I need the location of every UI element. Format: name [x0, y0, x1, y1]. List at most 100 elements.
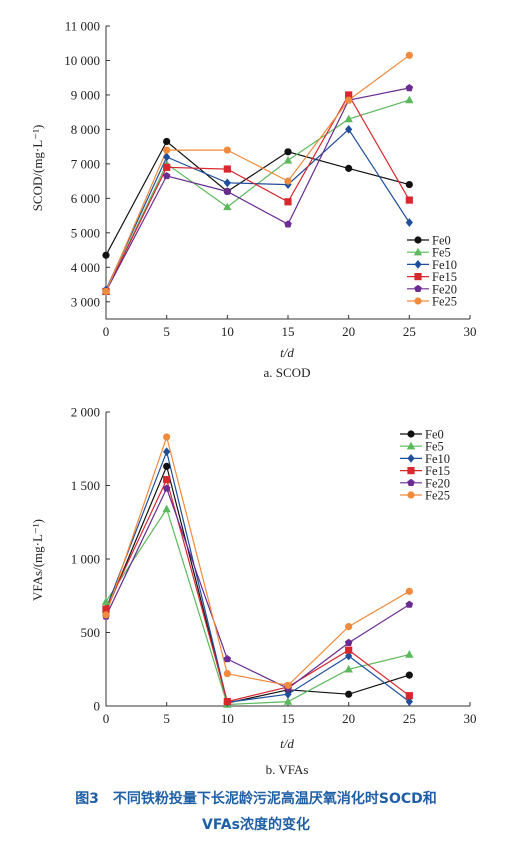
- scod-xtick-label: 5: [163, 324, 170, 339]
- figure-caption: 图3 不同铁粉投量下长泥龄污泥高温厌氧消化时SOCD和 VFAs浓度的变化: [0, 786, 512, 838]
- scod-point-fe25: [102, 287, 110, 296]
- scod-point-fe10: [163, 152, 171, 162]
- scod-point-fe15: [405, 196, 413, 204]
- scod-point-fe25: [405, 51, 413, 59]
- scod-point-fe10: [345, 125, 353, 134]
- vfas-point-fe15: [345, 646, 353, 654]
- vfas-xtick-label: 0: [103, 711, 110, 726]
- scod-series-line-fe15: [105, 93, 410, 292]
- scod-xtick-label: 0: [103, 324, 110, 339]
- scod-point-fe25: [223, 146, 231, 154]
- vfas-series-line-fe15: [105, 477, 410, 703]
- vfas-point-fe0: [345, 690, 353, 698]
- scod-legend-marker: [414, 273, 422, 281]
- scod-ytick-label: 3 000: [71, 294, 100, 309]
- scod-xtick-label: 25: [403, 324, 416, 339]
- scod-point-fe20: [405, 84, 414, 92]
- vfas-series-line-fe10: [105, 449, 410, 703]
- scod-series-line-fe20: [105, 87, 410, 292]
- vfas-ytick-label: 0: [94, 699, 101, 714]
- vfas-point-fe25: [102, 611, 110, 619]
- scod-point-fe15: [345, 91, 353, 99]
- scod-legend-marker: [414, 236, 422, 244]
- vfas-point-fe5: [283, 697, 293, 705]
- scod-ytick-label: 5 000: [71, 225, 100, 240]
- scod-point-fe0: [102, 251, 110, 259]
- scod-legend-label: Fe15: [432, 270, 457, 284]
- scod-ytick-label: 9 000: [71, 87, 100, 102]
- vfas-series-line-fe5: [105, 507, 410, 706]
- scod-point-fe5: [283, 156, 293, 164]
- vfas-xtick-label: 15: [282, 711, 295, 726]
- scod-point-fe10: [405, 218, 413, 227]
- vfas-ylabel: VFAs/(mg·L⁻¹): [30, 519, 45, 601]
- vfas-legend-label: Fe25: [425, 489, 450, 503]
- scod-legend-label: Fe0: [432, 234, 451, 248]
- vfas-xlabel: t/d: [280, 736, 294, 751]
- vfas-legend-label: Fe5: [425, 440, 444, 454]
- caption-line-1: 图3 不同铁粉投量下长泥龄污泥高温厌氧消化时SOCD和: [75, 791, 437, 807]
- scod-point-fe15: [223, 165, 231, 173]
- scod-point-fe0: [163, 137, 171, 146]
- scod-chart: 3 000 4 000 5 000 6 000 7 000 8 000 9 000 10 00…: [30, 19, 477, 381]
- scod-legend-marker: [414, 284, 422, 293]
- scod-legend-marker: [414, 260, 422, 269]
- vfas-point-fe15: [405, 692, 413, 700]
- vfas-point-fe25: [163, 433, 171, 441]
- vfas-point-fe20: [162, 484, 171, 492]
- vfas-point-fe25: [284, 681, 292, 690]
- vfas-legend-marker: [406, 441, 416, 450]
- scod-xtick-label: 15: [282, 324, 295, 339]
- vfas-point-fe20: [344, 638, 353, 647]
- scod-point-fe0: [345, 164, 353, 172]
- scod-point-fe25: [284, 177, 292, 185]
- scod-point-fe20: [162, 171, 171, 180]
- vfas-legend-marker: [407, 467, 415, 475]
- vfas-legend-marker: [407, 491, 415, 499]
- vfas-point-fe5: [101, 597, 111, 605]
- vfas-point-fe5: [162, 504, 171, 513]
- scod-xtick-label: 30: [464, 324, 477, 339]
- vfas-point-fe10: [284, 689, 292, 699]
- vfas-legend-marker: [407, 430, 415, 438]
- vfas-point-fe10: [405, 697, 413, 706]
- scod-point-fe20: [284, 220, 292, 228]
- vfas-legend-marker: [407, 478, 415, 487]
- scod-ytick-label: 11 000: [65, 19, 100, 34]
- scod-ytick-label: 8 000: [71, 122, 100, 137]
- scod-point-fe20: [223, 187, 232, 195]
- vfas-point-fe10: [345, 651, 353, 661]
- vfas-point-fe15: [223, 697, 231, 706]
- scod-point-fe5: [223, 202, 232, 211]
- vfas-legend-label: Fe10: [425, 452, 450, 466]
- vfas-point-fe15: [102, 605, 110, 613]
- scod-point-fe10: [223, 178, 231, 188]
- vfas-legend-label: Fe20: [425, 476, 450, 490]
- scod-plot-area: 3 000 4 000 5 000 6 000 7 000 8 000 9 000 10 00…: [64, 19, 476, 340]
- vfas-xtick-label: 30: [464, 711, 477, 726]
- scod-legend-label: Fe10: [432, 258, 457, 272]
- scod-point-fe5: [344, 114, 353, 123]
- scod-point-fe5: [405, 95, 414, 104]
- vfas-point-fe25: [223, 670, 231, 678]
- scod-xtick-label: 10: [221, 324, 234, 339]
- vfas-point-fe0: [163, 462, 171, 470]
- scod-legend-label: Fe20: [432, 282, 457, 296]
- scod-point-fe25: [345, 96, 353, 104]
- vfas-point-fe25: [405, 587, 413, 595]
- scod-legend-label: Fe5: [432, 246, 451, 260]
- vfas-point-fe5: [405, 650, 414, 658]
- vfas-point-fe5: [344, 664, 353, 673]
- vfas-legend-marker: [407, 454, 415, 463]
- vfas-series-line-fe25: [105, 434, 410, 687]
- scod-ytick-label: 10 000: [64, 53, 100, 68]
- vfas-series-line-fe0: [105, 464, 410, 704]
- vfas-xtick-label: 25: [403, 711, 416, 726]
- vfas-legend-label: Fe15: [425, 464, 450, 478]
- scod-legend-marker: [413, 247, 423, 256]
- scod-series-line-fe10: [105, 128, 410, 290]
- scod-series-line-fe0: [105, 140, 410, 256]
- vfas-ytick-label: 1 000: [71, 552, 100, 567]
